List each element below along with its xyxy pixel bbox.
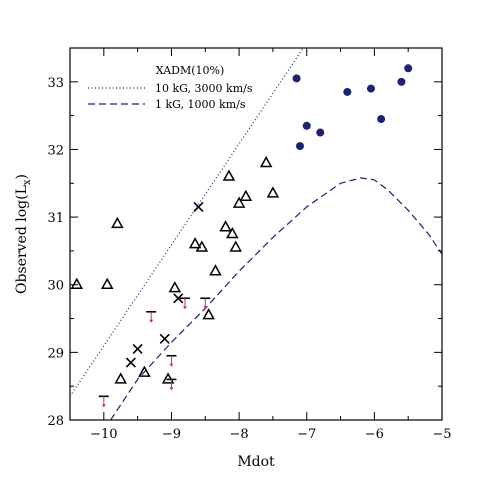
triangle-point [209,264,222,276]
triangle-point [111,216,124,229]
cross-point [159,333,170,344]
cross-point [193,201,204,213]
x-tick-label: −10 [90,427,117,442]
curve-dashed [110,177,442,420]
x-tick-label: −6 [365,427,384,442]
circle-point [302,121,311,130]
triangle-point [229,240,242,252]
triangle-point [70,277,84,289]
axis-ticks: −10 −9 −8 −7 −6 −5 28 29 30 31 32 33 [47,47,452,442]
triangle-point [219,220,232,232]
upper-limit-point [166,354,177,367]
triangle-point [114,372,128,384]
upper-limit-point [179,297,190,310]
x-tick-label: −5 [432,427,451,442]
y-tick-label: 29 [47,346,64,361]
legend-entry-dashed: 1 kG, 1000 km/s [155,98,246,111]
x-tick-label: −7 [297,427,316,442]
cross-point [173,293,184,304]
x-tick-label: −8 [230,427,249,442]
circle-point [292,74,301,83]
triangle-point [232,196,246,208]
upper-limit-point [200,297,211,310]
data-points [70,64,413,408]
plot-frame [69,47,443,421]
triangle-point [226,226,239,239]
cross-point [125,357,136,368]
upper-limit-point [166,378,177,391]
triangle-point [202,308,215,320]
y-tick-label: 33 [47,76,64,91]
triangle-point [168,281,182,293]
circle-point [366,84,375,93]
triangle-point [188,237,202,249]
legend: XADM(10%) 10 kG, 3000 km/s 1 kG, 1000 km… [88,64,253,111]
x-axis-label: Mdot [237,454,275,470]
triangle-point [222,169,236,181]
triangle-point [100,277,114,289]
triangle-point [161,372,175,384]
y-axis-label: Observed log(Lx) [14,174,33,294]
legend-title: XADM(10%) [156,64,225,77]
y-tick-label: 32 [47,143,64,158]
y-tick-label: 28 [47,414,64,429]
upper-limit-point [98,395,109,408]
circle-point [343,87,352,96]
triangle-point [266,186,280,198]
x-tick-label: −9 [162,427,181,442]
triangle-point [259,155,273,168]
model-curves [70,48,442,420]
triangle-point [239,189,253,202]
triangle-point [138,365,151,377]
circle-point [404,64,413,73]
y-tick-label: 31 [47,211,64,226]
circle-point [316,128,325,137]
y-tick-label: 30 [47,279,64,294]
cross-point [132,343,143,355]
circle-point [397,77,406,86]
circle-point [295,142,304,151]
upper-limit-point [146,310,157,323]
circle-point [377,115,386,124]
legend-entry-dotted: 10 kG, 3000 km/s [155,82,253,95]
triangle-point [195,240,209,252]
